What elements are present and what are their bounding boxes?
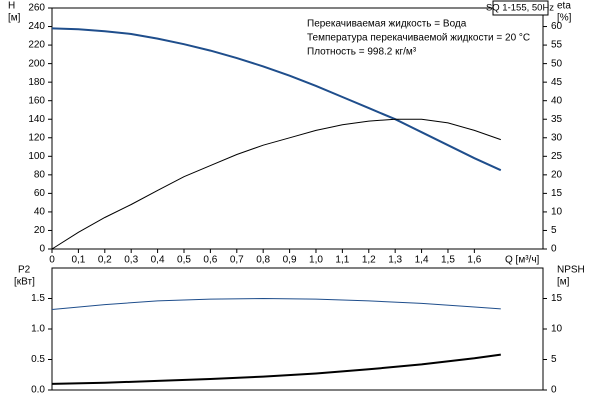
series-line xyxy=(51,118,501,250)
x-tick-label: 0,2 xyxy=(98,255,112,266)
y-tick-label: 60 xyxy=(34,188,46,199)
y-tick-label: 40 xyxy=(34,207,46,218)
y-tick-label: 140 xyxy=(28,114,45,125)
y2-tick-label: 35 xyxy=(551,114,563,125)
x-tick-label: 1,1 xyxy=(335,255,349,266)
x-tick-label: 0,7 xyxy=(230,255,244,266)
y2-tick-label: 45 xyxy=(551,77,563,88)
annotation: Температура перекачиваемой жидкости = 20… xyxy=(307,33,530,44)
y-tick-label: 180 xyxy=(28,77,45,88)
x-tick-label: 0,3 xyxy=(124,255,138,266)
y2-tick-label: 30 xyxy=(551,132,563,143)
x-tick-label: 1,5 xyxy=(441,255,455,266)
y2-tick-label: 5 xyxy=(551,354,557,365)
x-tick-label: 0 xyxy=(49,255,55,266)
series-line xyxy=(51,297,501,310)
annotation: Перекачиваемая жидкость = Вода xyxy=(307,19,467,30)
y-axis-unit: [кВт] xyxy=(14,277,35,288)
x-tick-label: 0,8 xyxy=(256,255,270,266)
y2-tick-label: 25 xyxy=(551,151,563,162)
x-tick-label: 1,2 xyxy=(362,255,376,266)
y2-tick-label: 20 xyxy=(551,169,563,180)
y-tick-label: 1.5 xyxy=(31,293,45,304)
y-tick-label: 80 xyxy=(34,169,46,180)
y2-tick-label: 5 xyxy=(551,225,557,236)
y-tick-label: 120 xyxy=(28,132,45,143)
series-line xyxy=(51,353,501,385)
y-axis-label: H xyxy=(8,1,15,12)
y-tick-label: 20 xyxy=(34,225,46,236)
y-axis-unit: [м] xyxy=(8,13,21,24)
y-tick-label: 1.0 xyxy=(31,324,45,335)
x-tick-label: 0,1 xyxy=(71,255,85,266)
y2-tick-label: 60 xyxy=(551,21,563,32)
y2-tick-label: 0 xyxy=(551,244,557,255)
y-tick-label: 260 xyxy=(28,3,45,14)
y2-tick-label: 0 xyxy=(551,385,557,396)
y2-tick-label: 15 xyxy=(551,188,563,199)
y-tick-label: 100 xyxy=(28,151,45,162)
x-tick-label: 0,9 xyxy=(283,255,297,266)
x-tick-label: 0,5 xyxy=(177,255,191,266)
x-tick-label: 1,0 xyxy=(309,255,323,266)
y-tick-label: 220 xyxy=(28,40,45,51)
x-tick-label: 1,4 xyxy=(415,255,429,266)
y2-axis-label: NPSH xyxy=(557,265,585,276)
series-line xyxy=(51,27,502,172)
x-tick-label: 1,6 xyxy=(467,255,481,266)
y-tick-label: 240 xyxy=(28,21,45,32)
plot-frame xyxy=(51,267,544,391)
chart-title: SQ 1-155, 50Hz xyxy=(486,3,554,14)
y-tick-label: 0.5 xyxy=(31,354,45,365)
y-tick-label: 160 xyxy=(28,95,45,106)
y-tick-label: 0.0 xyxy=(31,385,45,396)
title-box xyxy=(492,0,549,16)
y2-tick-label: 10 xyxy=(551,324,563,335)
x-tick-label: 1,3 xyxy=(388,255,402,266)
y-axis-label: P2 xyxy=(18,265,31,276)
y2-tick-label: 50 xyxy=(551,58,563,69)
y2-tick-label: 55 xyxy=(551,40,563,51)
x-tick-label: 0,6 xyxy=(203,255,217,266)
x-tick-label: 0,4 xyxy=(151,255,165,266)
plot-frame xyxy=(51,7,544,250)
annotation: Плотность = 998.2 кг/м³ xyxy=(307,47,417,58)
y2-axis-label: eta xyxy=(557,1,571,12)
y-tick-label: 0 xyxy=(39,244,45,255)
y2-axis-unit: [%] xyxy=(557,13,572,24)
x-axis-label: Q [м³/ч] xyxy=(505,255,540,266)
y2-tick-label: 15 xyxy=(551,293,563,304)
y2-tick-label: 10 xyxy=(551,207,563,218)
y-tick-label: 200 xyxy=(28,58,45,69)
y2-tick-label: 40 xyxy=(551,95,563,106)
y2-axis-unit: [м] xyxy=(557,277,570,288)
